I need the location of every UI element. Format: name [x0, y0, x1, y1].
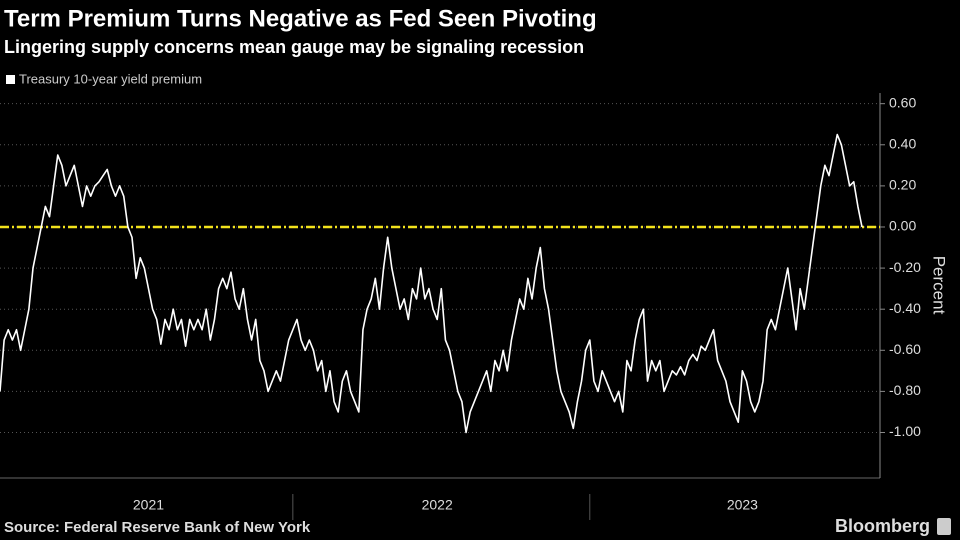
legend-swatch	[6, 75, 15, 84]
y-tick-label: -0.20	[889, 259, 921, 275]
y-tick-label: -1.00	[889, 423, 921, 439]
y-tick-label: 0.20	[889, 177, 916, 193]
data-line	[0, 133, 863, 434]
y-tick-label: -0.40	[889, 300, 921, 316]
x-tick-label: 2022	[422, 497, 453, 513]
brand: Bloomberg	[835, 516, 930, 536]
source: Source: Federal Reserve Bank of New York	[4, 519, 311, 536]
y-tick-label: 0.00	[889, 218, 916, 234]
chart-subtitle: Lingering supply concerns mean gauge may…	[4, 37, 584, 57]
brand-icon	[937, 518, 951, 535]
x-tick-label: 2021	[133, 497, 164, 513]
legend-label: Treasury 10-year yield premium	[19, 71, 202, 86]
y-axis-label: Percent	[930, 256, 949, 315]
chart-title: Term Premium Turns Negative as Fed Seen …	[4, 5, 597, 32]
y-tick-label: 0.40	[889, 135, 916, 151]
y-tick-label: 0.60	[889, 94, 916, 110]
y-tick-label: -0.80	[889, 382, 921, 398]
y-tick-label: -0.60	[889, 341, 921, 357]
x-tick-label: 2023	[727, 497, 758, 513]
